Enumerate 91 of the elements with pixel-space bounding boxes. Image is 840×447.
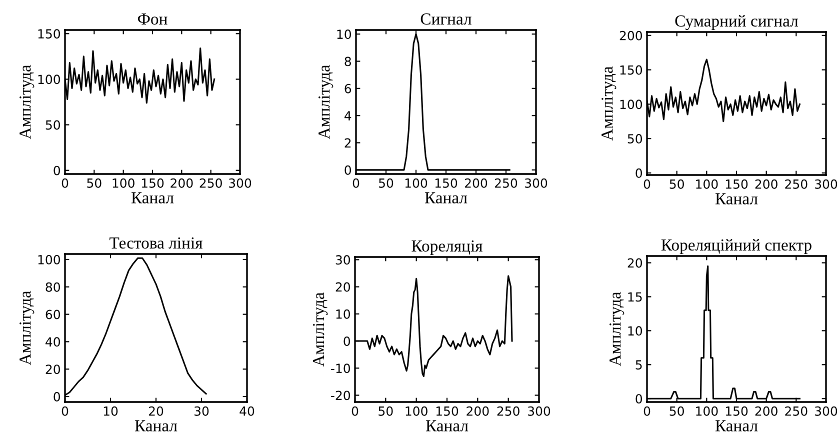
x-tick-label: 150 bbox=[726, 179, 748, 189]
y-axis-title: Амплітуда bbox=[20, 290, 34, 366]
x-tick-label: 100 bbox=[406, 406, 428, 416]
x-tick-label: 300 bbox=[528, 406, 550, 416]
y-tick-label: 10 bbox=[337, 30, 352, 39]
y-tick-label: 0 bbox=[636, 394, 642, 404]
x-tick-label: 30 bbox=[194, 406, 209, 416]
x-tick-label: 40 bbox=[240, 406, 254, 416]
y-tick-label: 50 bbox=[628, 134, 642, 144]
x-tick-label: 0 bbox=[352, 178, 360, 188]
y-tick-label: 100 bbox=[620, 100, 642, 110]
y-tick-label: 0 bbox=[54, 392, 60, 402]
x-tick-label: 100 bbox=[405, 178, 428, 188]
x-tick-label: 100 bbox=[696, 406, 718, 416]
y-axis-title: Амплітуда bbox=[602, 66, 616, 141]
y-tick-label: 40 bbox=[46, 337, 60, 347]
x-axis-title: Канал bbox=[426, 420, 468, 432]
y-tick-label: 20 bbox=[628, 258, 642, 268]
x-tick-label: 0 bbox=[62, 406, 68, 416]
y-tick-label: 10 bbox=[336, 309, 350, 319]
x-axis-title: Канал bbox=[715, 420, 758, 432]
y-tick-label: 150 bbox=[620, 65, 642, 75]
y-tick-label: 0 bbox=[344, 165, 352, 175]
y-axis-title: Амплітуда bbox=[313, 292, 328, 367]
chart-title: Сумарний сигнал bbox=[675, 15, 798, 30]
x-tick-label: 50 bbox=[378, 406, 393, 416]
y-tick-label: 15 bbox=[628, 292, 642, 302]
y-tick-label: 0 bbox=[54, 166, 60, 176]
x-axis-title: Канал bbox=[424, 192, 468, 204]
x-tick-label: 0 bbox=[644, 179, 650, 189]
x-tick-label: 300 bbox=[815, 179, 838, 189]
y-tick-label: 0 bbox=[344, 336, 350, 346]
line-series bbox=[356, 33, 510, 171]
x-tick-label: 250 bbox=[200, 178, 222, 188]
x-axis-title: Канал bbox=[715, 193, 758, 204]
y-axis-title: Амплітуда bbox=[318, 64, 334, 140]
chart-title: Фон bbox=[138, 14, 168, 25]
chart-title: Кореляційний спектр bbox=[661, 239, 812, 254]
x-axis-title: Канал bbox=[134, 420, 178, 432]
x-tick-label: 0 bbox=[644, 406, 650, 416]
x-tick-label: 50 bbox=[670, 406, 684, 416]
y-tick-label: 0 bbox=[636, 168, 642, 178]
chart-title: Кореляція bbox=[412, 240, 482, 255]
y-axis-title: Амплітуда bbox=[610, 292, 624, 366]
y-tick-label: 80 bbox=[46, 282, 60, 292]
y-tick-label: -10 bbox=[331, 364, 350, 374]
x-tick-label: 0 bbox=[62, 178, 68, 188]
x-tick-label: 100 bbox=[696, 179, 718, 189]
y-tick-label: 10 bbox=[628, 326, 642, 336]
y-tick-label: 30 bbox=[336, 255, 350, 265]
y-tick-label: 6 bbox=[344, 84, 352, 94]
x-tick-label: 10 bbox=[104, 406, 118, 416]
x-tick-label: 250 bbox=[785, 406, 808, 416]
y-tick-label: 8 bbox=[344, 56, 351, 66]
y-tick-label: 100 bbox=[38, 254, 60, 264]
y-tick-label: 5 bbox=[636, 360, 642, 370]
x-tick-label: 150 bbox=[436, 406, 458, 416]
x-tick-label: 250 bbox=[494, 178, 518, 188]
x-tick-label: 300 bbox=[229, 178, 252, 188]
y-tick-label: 100 bbox=[38, 74, 60, 84]
y-tick-label: 4 bbox=[344, 111, 352, 120]
x-tick-label: 0 bbox=[352, 406, 358, 416]
x-tick-label: 50 bbox=[87, 178, 102, 188]
chart-title: Сигнал bbox=[420, 13, 472, 25]
y-tick-label: 2 bbox=[344, 138, 351, 148]
x-tick-label: 200 bbox=[170, 178, 193, 188]
x-tick-label: 300 bbox=[525, 178, 548, 188]
x-tick-label: 150 bbox=[142, 178, 164, 188]
x-tick-label: 100 bbox=[112, 178, 134, 188]
x-tick-label: 200 bbox=[464, 178, 488, 188]
y-tick-label: 200 bbox=[620, 30, 642, 40]
x-tick-label: 20 bbox=[148, 406, 164, 416]
x-tick-label: 50 bbox=[379, 178, 394, 188]
x-tick-label: 50 bbox=[670, 179, 684, 189]
x-tick-label: 150 bbox=[726, 406, 748, 416]
x-tick-label: 300 bbox=[815, 406, 838, 416]
y-tick-label: 60 bbox=[46, 310, 60, 320]
y-tick-label: -20 bbox=[331, 390, 350, 400]
x-tick-label: 150 bbox=[435, 178, 458, 188]
y-axis-title: Амплітуда bbox=[20, 64, 34, 140]
x-tick-label: 200 bbox=[755, 406, 778, 416]
x-tick-label: 200 bbox=[466, 406, 489, 416]
y-tick-label: 50 bbox=[46, 120, 60, 130]
x-tick-label: 250 bbox=[497, 406, 520, 416]
y-tick-label: 20 bbox=[46, 364, 60, 374]
x-tick-label: 250 bbox=[785, 179, 808, 189]
y-tick-label: 20 bbox=[336, 282, 350, 292]
chart-title: Тестова лінія bbox=[110, 237, 202, 249]
x-tick-label: 200 bbox=[755, 179, 778, 189]
y-tick-label: 150 bbox=[38, 29, 60, 39]
x-axis-title: Канал bbox=[131, 192, 174, 204]
